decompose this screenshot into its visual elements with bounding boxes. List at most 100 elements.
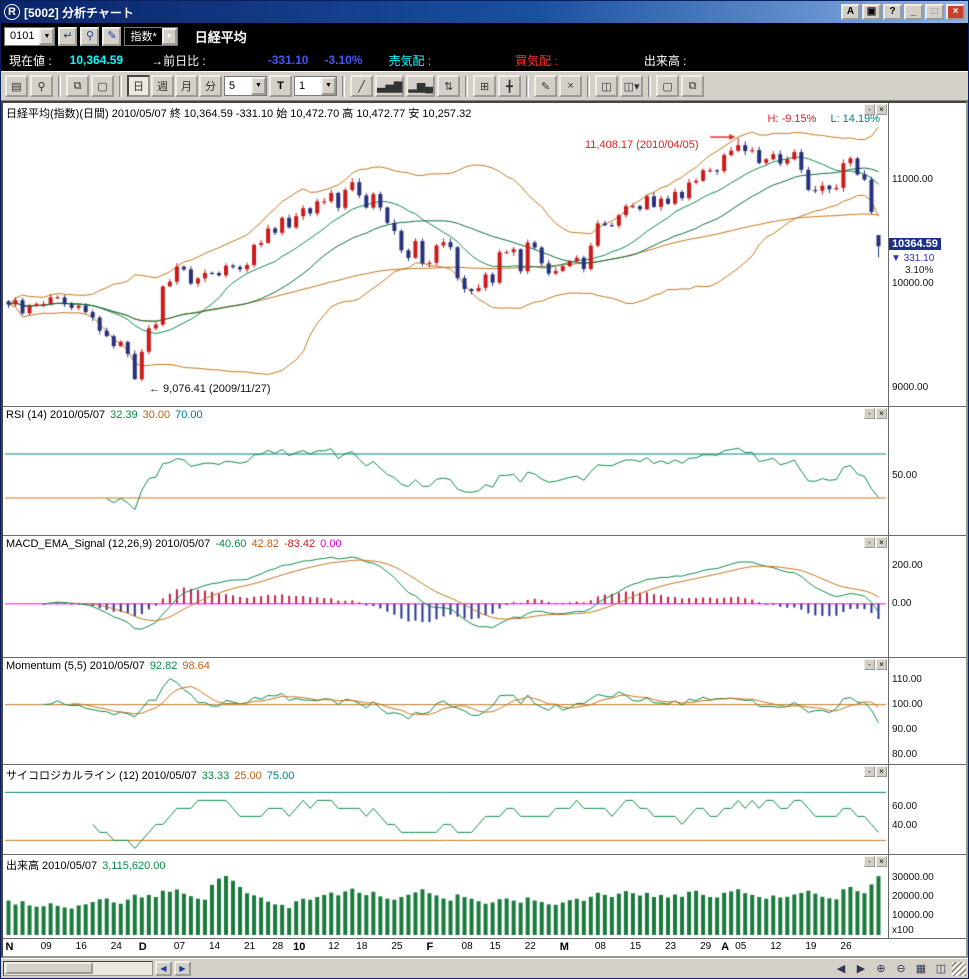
pan-left-icon[interactable]: ◀ bbox=[832, 961, 850, 976]
interval-combo[interactable]: 5 ▼ bbox=[224, 76, 267, 96]
trendline-icon[interactable]: ╱ bbox=[350, 75, 373, 97]
toolbar-separator bbox=[119, 75, 122, 97]
draw-icon[interactable]: ✎ bbox=[534, 75, 558, 97]
panel-controls: - × bbox=[864, 408, 887, 419]
panel-minimize-button[interactable]: - bbox=[864, 856, 875, 867]
zoom-in-icon[interactable]: ⊕ bbox=[872, 961, 890, 976]
print-icon[interactable]: ▤ bbox=[5, 75, 28, 97]
rsi-chart[interactable]: RSI (14) 2010/05/07 32.39 30.00 70.00 - × bbox=[3, 407, 888, 535]
pan-right-icon[interactable]: ▶ bbox=[852, 961, 870, 976]
period-minute-button[interactable]: 分 bbox=[199, 75, 222, 97]
chart-toolbar: ▤ ⚲ ⧉ ▢ 日週月分 5 ▼ T 1 ▼ ╱ ▃▅▇ ▂▆▄ ⇅ ⊞ ╋ ✎ × ◫ ◫▾ ▢ ⧉ bbox=[1, 71, 968, 101]
date-tick: 08 bbox=[461, 941, 473, 952]
grid-toggle-icon[interactable]: ▦ bbox=[912, 961, 930, 976]
window-layout-icon[interactable]: ◫ bbox=[595, 75, 619, 97]
layout-icon[interactable]: ◫ bbox=[932, 961, 950, 976]
candlestick-chart[interactable]: 日経平均(指数)(日間) 2010/05/07 終 10,364.59 -331… bbox=[3, 103, 888, 406]
panel-minimize-button[interactable]: - bbox=[864, 659, 875, 670]
panel-minimize-button[interactable]: - bbox=[864, 766, 875, 777]
chevron-down-icon[interactable]: ▼ bbox=[251, 77, 266, 95]
axis-tick: 90.00 bbox=[892, 723, 918, 735]
erase-icon[interactable]: × bbox=[559, 75, 583, 97]
minimize-button[interactable]: _ bbox=[904, 4, 923, 20]
axis-tick: 11000.00 bbox=[892, 174, 933, 186]
macd-panel: MACD_EMA_Signal (12,26,9) 2010/05/07 -40.… bbox=[3, 536, 966, 658]
index-type-value: 指数* bbox=[130, 31, 157, 43]
rsi-title: RSI (14) 2010/05/07 bbox=[6, 409, 106, 421]
volume-chart[interactable]: 出来高 2010/05/07 3,115,620.00 - × bbox=[3, 855, 888, 938]
panel-close-button[interactable]: × bbox=[876, 104, 887, 115]
copy-chart-icon[interactable]: ⧉ bbox=[66, 75, 89, 97]
axis-tick: 10000.00 bbox=[892, 278, 934, 289]
macd-axis: 200.00 0.00 bbox=[888, 536, 966, 657]
compare-chart-icon[interactable]: ▂▆▄ bbox=[406, 75, 436, 97]
chevron-down-icon[interactable]: ▼ bbox=[321, 77, 336, 95]
date-tick: 22 bbox=[524, 941, 536, 952]
momentum-signal-value: 98.64 bbox=[182, 660, 210, 672]
help-button[interactable]: ? bbox=[883, 4, 902, 20]
date-tick: 15 bbox=[489, 941, 501, 952]
period-week-button[interactable]: 週 bbox=[151, 75, 174, 97]
axis-tick: 50.00 bbox=[892, 470, 918, 481]
resize-grip[interactable] bbox=[952, 961, 966, 976]
panel-minimize-button[interactable]: - bbox=[864, 104, 875, 115]
chevron-down-icon[interactable]: ▼ bbox=[161, 27, 177, 45]
period-month-button[interactable]: 月 bbox=[175, 75, 198, 97]
window-menu-icon[interactable]: ◫▾ bbox=[620, 75, 644, 97]
chevron-down-icon[interactable]: ▼ bbox=[39, 27, 55, 45]
price-change-label: ▼ 331.10 bbox=[891, 253, 935, 265]
scrollbar-thumb[interactable] bbox=[5, 962, 93, 974]
rsi-upper-value: 70.00 bbox=[175, 409, 203, 421]
scroll-right-button[interactable]: ▶ bbox=[174, 961, 191, 976]
bar-chart-icon[interactable]: ▃▅▇ bbox=[375, 75, 405, 97]
period-day-button[interactable]: 日 bbox=[127, 75, 150, 97]
draw-mode-button[interactable]: ✎ bbox=[102, 26, 122, 46]
font-size-button[interactable]: A bbox=[841, 4, 860, 20]
macd-header: MACD_EMA_Signal (12,26,9) 2010/05/07 -40.… bbox=[6, 538, 347, 550]
page-copy-icon[interactable]: ⧉ bbox=[681, 75, 705, 97]
grid-icon[interactable]: ⊞ bbox=[473, 75, 497, 97]
momentum-title: Momentum (5,5) 2010/05/07 bbox=[6, 660, 145, 672]
zoom-search-icon[interactable]: ⚲ bbox=[30, 75, 53, 97]
date-tick: 24 bbox=[110, 941, 122, 952]
panel-close-button[interactable]: × bbox=[876, 766, 887, 777]
axis-tick: 10000.00 bbox=[892, 910, 934, 922]
screen-capture-button[interactable]: ▣ bbox=[862, 4, 881, 20]
panel-minimize-button[interactable]: - bbox=[864, 408, 875, 419]
title-bar[interactable]: R [5002] 分析チャート A ▣? _ □ × bbox=[1, 1, 968, 23]
index-type-combo[interactable]: 指数* ▼ bbox=[124, 26, 178, 46]
volume-header: 出来高 2010/05/07 3,115,620.00 bbox=[6, 857, 171, 873]
chart-code-combo[interactable]: 0101 ▼ bbox=[4, 26, 56, 46]
maximize-button[interactable]: □ bbox=[925, 4, 944, 20]
candlestick-canvas bbox=[3, 103, 888, 406]
enter-button[interactable]: ↵ bbox=[58, 26, 78, 46]
panel-controls: - × bbox=[864, 659, 887, 670]
psychological-chart[interactable]: サイコロジカルライン (12) 2010/05/07 33.33 25.00 75.0… bbox=[3, 765, 888, 854]
psychological-axis: 60.00 40.00 bbox=[888, 765, 966, 854]
main-chart-header: 日経平均(指数)(日間) 2010/05/07 終 10,364.59 -331… bbox=[6, 105, 476, 121]
zoom-out-icon[interactable]: ⊖ bbox=[892, 961, 910, 976]
close-button[interactable]: × bbox=[946, 4, 965, 20]
page-icon[interactable]: ▢ bbox=[656, 75, 680, 97]
horizontal-scrollbar[interactable] bbox=[3, 961, 153, 976]
scroll-left-button[interactable]: ◀ bbox=[155, 961, 172, 976]
tick-chart-button[interactable]: T bbox=[269, 75, 292, 97]
panel-close-button[interactable]: × bbox=[876, 659, 887, 670]
count-combo[interactable]: 1 ▼ bbox=[294, 76, 337, 96]
candle-style-icon[interactable]: ⇅ bbox=[437, 75, 461, 97]
zoom-button[interactable]: ⚲ bbox=[80, 26, 100, 46]
panel-close-button[interactable]: × bbox=[876, 856, 887, 867]
ask-label: 売気配 : bbox=[388, 53, 432, 68]
panel-minimize-button[interactable]: - bbox=[864, 537, 875, 548]
date-tick: 09 bbox=[40, 941, 52, 952]
new-chart-icon[interactable]: ▢ bbox=[91, 75, 114, 97]
crosshair-icon[interactable]: ╋ bbox=[498, 75, 522, 97]
price-axis: 10364.59 ▼ 331.10 3.10% 11000.00 10000.00… bbox=[888, 103, 966, 406]
panel-close-button[interactable]: × bbox=[876, 537, 887, 548]
macd-signal-value: 42.82 bbox=[251, 538, 279, 550]
macd-chart[interactable]: MACD_EMA_Signal (12,26,9) 2010/05/07 -40.… bbox=[3, 536, 888, 657]
axis-tick: 100.00 bbox=[892, 698, 923, 710]
toolbar-separator bbox=[58, 75, 61, 97]
panel-close-button[interactable]: × bbox=[876, 408, 887, 419]
momentum-chart[interactable]: Momentum (5,5) 2010/05/07 92.82 98.64 - × bbox=[3, 658, 888, 764]
